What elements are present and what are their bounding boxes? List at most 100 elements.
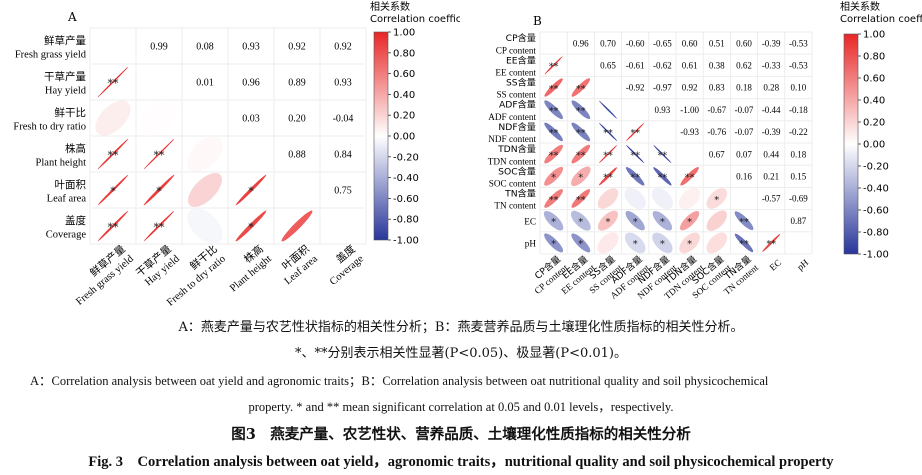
correlation-ellipse — [544, 189, 563, 208]
correlation-ellipse-group — [570, 210, 591, 231]
significance-mark: ** — [630, 173, 640, 184]
correlation-ellipse-group — [680, 167, 699, 186]
correlation-value: -0.07 — [735, 127, 754, 137]
row-label-zh: SS含量 — [506, 77, 536, 89]
correlation-ellipse-group — [598, 167, 618, 186]
correlation-ellipse — [597, 188, 619, 209]
correlation-ellipse — [626, 122, 645, 141]
significance-mark: ** — [739, 217, 749, 228]
row-label-en: Fresh to dry ratio — [13, 122, 86, 133]
colorbar-tick-label: -0.60 — [863, 206, 889, 217]
correlation-ellipse — [571, 166, 591, 187]
correlation-ellipse-group — [625, 167, 645, 186]
row-label-zh: TDN含量 — [497, 143, 536, 155]
significance-mark: * — [551, 173, 556, 184]
correlation-ellipse — [598, 167, 618, 186]
significance-mark: ** — [603, 150, 613, 161]
column-label-group: pH — [795, 257, 810, 272]
row-label-zh: ADF含量 — [499, 99, 536, 111]
correlation-ellipse-group — [544, 100, 563, 120]
colorbar-tick-label: -0.40 — [393, 173, 419, 184]
significance-mark: ** — [658, 150, 668, 161]
correlation-ellipse — [143, 174, 175, 206]
correlation-value: -0.53 — [789, 61, 808, 71]
significance-mark: ** — [108, 149, 120, 162]
significance-mark: ** — [154, 149, 166, 162]
colorbar-tick-label: 0.20 — [863, 118, 885, 129]
correlation-value: 0.67 — [709, 149, 725, 159]
correlation-value: 0.93 — [334, 78, 352, 89]
correlation-ellipse — [544, 100, 563, 120]
significance-mark: ** — [576, 84, 586, 95]
colorbar-title-en: Correlation coefficient — [370, 14, 460, 25]
colorbar-tick-label: 1.00 — [863, 30, 885, 41]
colorbar-title-zh: 相关系数 — [840, 0, 880, 13]
correlation-value: -0.44 — [762, 105, 781, 115]
correlation-ellipse — [544, 166, 564, 186]
correlation-value: 0.83 — [709, 83, 725, 93]
correlation-value: -0.61 — [626, 61, 645, 71]
correlation-ellipse-group — [571, 233, 591, 253]
correlation-ellipse — [624, 187, 646, 210]
correlation-value: -0.67 — [707, 105, 726, 115]
row-label-zh: TN含量 — [504, 188, 536, 200]
significance-mark: ** — [108, 77, 120, 90]
significance-mark: * — [660, 239, 665, 250]
row-label-zh: CP含量 — [506, 32, 536, 44]
correlation-ellipse-group — [143, 174, 175, 206]
correlation-ellipse — [679, 232, 700, 254]
correlation-ellipse-group — [597, 188, 619, 209]
row-label-en: Leaf area — [47, 194, 87, 205]
correlation-ellipse — [625, 211, 645, 231]
correlation-ellipse-group — [706, 188, 728, 209]
correlation-value: 0.92 — [682, 83, 698, 93]
panel-b-correlation-chart: B 0.96 0.70 -0.60 -0.65 0.60 0.51 0.60 -0.39 -0.5… — [488, 0, 922, 301]
correlation-value: -0.39 — [762, 127, 781, 137]
correlation-ellipse — [187, 136, 223, 172]
correlation-value: 0.61 — [682, 61, 698, 71]
correlation-value: 0.21 — [763, 172, 779, 182]
correlation-ellipse — [598, 145, 618, 164]
correlation-value: -0.53 — [789, 38, 808, 48]
significance-mark: * — [156, 185, 162, 198]
figure-title-en: Fig. 3 Correlation analysis between oat … — [88, 454, 834, 470]
column-label-en: pH — [795, 257, 810, 272]
correlation-ellipse-group — [235, 174, 267, 206]
correlation-value: 0.65 — [600, 61, 616, 71]
correlation-ellipse-group — [706, 210, 728, 231]
correlation-ellipse-group — [597, 210, 619, 231]
colorbar-tick-label: 0.40 — [863, 96, 885, 107]
correlation-value: -0.65 — [653, 38, 672, 48]
correlation-value: -0.76 — [707, 127, 726, 137]
correlation-ellipse-group — [235, 210, 267, 242]
colorbar-tick-label: -0.20 — [863, 162, 889, 173]
correlation-value: 0.87 — [791, 216, 807, 226]
correlation-ellipse-group — [597, 232, 619, 254]
correlation-value: 0.16 — [736, 172, 752, 182]
significance-mark: ** — [549, 106, 559, 117]
correlation-value: 0.92 — [334, 42, 352, 53]
correlation-ellipse-group — [187, 208, 223, 244]
colorbar-tick-label: 0.60 — [863, 74, 885, 85]
significance-mark: ** — [658, 173, 668, 184]
significance-mark: ** — [549, 62, 559, 73]
correlation-ellipse — [680, 167, 699, 186]
correlation-ellipse-group — [624, 232, 646, 254]
colorbar — [373, 31, 389, 241]
row-label-en: Hay yield — [45, 86, 87, 97]
correlation-value: -0.60 — [626, 38, 645, 48]
correlation-value: 0.96 — [242, 78, 260, 89]
row-label-en: NDF content — [488, 134, 536, 144]
correlation-ellipse — [652, 232, 673, 254]
colorbar-tick-label: 0.40 — [393, 90, 415, 101]
colorbar-tick-label: -0.40 — [863, 184, 889, 195]
correlation-ellipse — [652, 210, 673, 231]
correlation-value: -1.00 — [680, 105, 699, 115]
correlation-ellipse — [544, 122, 563, 142]
correlation-value: 0.08 — [196, 42, 214, 53]
correlation-value: 0.92 — [288, 42, 306, 53]
correlation-value: 0.75 — [334, 186, 352, 197]
correlation-ellipse-group — [571, 189, 591, 208]
correlation-ellipse — [187, 172, 223, 208]
row-label-zh: 干草产量 — [44, 70, 86, 83]
